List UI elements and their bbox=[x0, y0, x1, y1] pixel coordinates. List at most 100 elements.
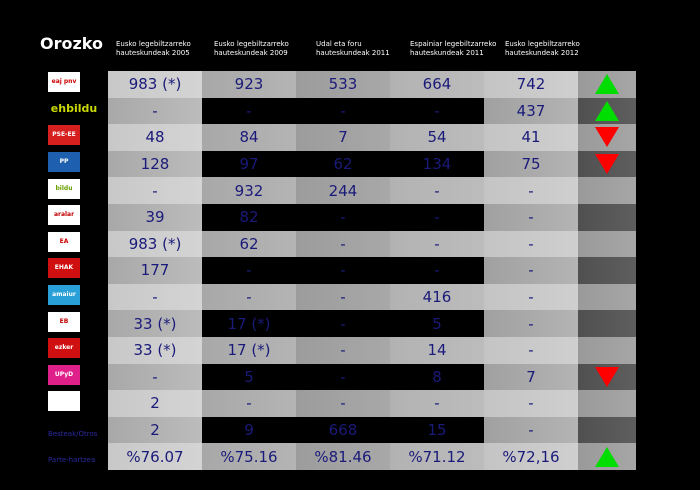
vote-cell: 17 (*) bbox=[202, 336, 296, 364]
trend-cell bbox=[578, 150, 636, 178]
trend-cell bbox=[578, 390, 636, 417]
page-title: Orozko bbox=[40, 34, 103, 53]
column-header-line: hauteskundeak 2011 bbox=[410, 49, 484, 57]
vote-cell: 128 bbox=[108, 150, 202, 178]
vote-cell: 437 bbox=[484, 97, 578, 125]
vote-cell: 84 bbox=[202, 124, 296, 151]
table-row: amaiur - - -416- bbox=[48, 283, 636, 311]
vote-cell: - bbox=[202, 283, 296, 311]
vote-cell: 932 bbox=[202, 177, 296, 204]
party-logo: ehbildu bbox=[48, 98, 100, 119]
vote-cell: 39 bbox=[108, 203, 202, 231]
column-header-line: Eusko legebiltzarreko bbox=[116, 40, 191, 48]
party-logo: PP bbox=[48, 152, 80, 173]
vote-cell: 177 bbox=[108, 257, 202, 284]
vote-cell: %81.46 bbox=[296, 443, 390, 470]
trend-cell bbox=[578, 443, 636, 470]
trend-cell bbox=[578, 363, 636, 391]
vote-cell: - bbox=[296, 97, 390, 125]
trend-cell bbox=[578, 257, 636, 284]
vote-cell: - bbox=[296, 257, 390, 284]
party-logo: aralar bbox=[48, 205, 80, 226]
vote-cell: 75 bbox=[484, 150, 578, 178]
vote-cell: 5 bbox=[202, 363, 296, 391]
party-logo-cell: amaiur bbox=[48, 284, 108, 311]
trend-cell bbox=[578, 177, 636, 204]
vote-cell: 983 (*) bbox=[108, 230, 202, 258]
party-logo-cell bbox=[48, 390, 108, 417]
party-logo-cell: bildu bbox=[48, 177, 108, 204]
party-logo-cell: EHAK bbox=[48, 257, 108, 284]
party-logo-cell: Besteak/Otros bbox=[48, 417, 108, 444]
column-header-line: hauteskundeak 2012 bbox=[505, 49, 579, 57]
vote-cell: - bbox=[390, 97, 484, 125]
party-logo-cell: Parte-hartzea bbox=[48, 443, 108, 470]
vote-cell: 33 (*) bbox=[108, 310, 202, 337]
vote-cell: 2 bbox=[108, 416, 202, 444]
table-row: aralar 39 82- - - bbox=[48, 203, 636, 231]
column-header-line: hauteskundeak 2009 bbox=[214, 49, 288, 57]
table-row: Parte-hartzea %76.07 %75.16 %81.46 %71.12 %72… bbox=[48, 443, 636, 470]
vote-cell: - bbox=[296, 283, 390, 311]
arrow-up-icon bbox=[595, 100, 619, 121]
vote-cell: - bbox=[108, 177, 202, 204]
trend-cell bbox=[578, 124, 636, 151]
party-logo: PSE-EE PSOE bbox=[48, 125, 80, 146]
vote-cell: - bbox=[484, 416, 578, 444]
trend-cell bbox=[578, 336, 636, 364]
party-logo-cell: PP bbox=[48, 151, 108, 178]
vote-cell: - bbox=[390, 230, 484, 258]
column-header-line: Eusko legebiltzarreko bbox=[214, 40, 289, 48]
column-header-line: hauteskundeak 2011 bbox=[316, 49, 390, 57]
vote-cell: - bbox=[484, 203, 578, 231]
vote-cell: - bbox=[390, 257, 484, 284]
table-row: ehbildu - - - -437 bbox=[48, 97, 636, 125]
vote-cell: 742 bbox=[484, 71, 578, 98]
vote-cell: - bbox=[296, 390, 390, 417]
table-row: Besteak/Otros 2 9 668 15- bbox=[48, 416, 636, 444]
vote-cell: 14 bbox=[390, 336, 484, 364]
trend-cell bbox=[578, 71, 636, 98]
row-label: Besteak/Otros bbox=[48, 429, 98, 438]
table-row: EB 33 (*) 17 (*) -5- bbox=[48, 310, 636, 337]
vote-cell: %72,16 bbox=[484, 443, 578, 470]
vote-cell: 2 bbox=[108, 390, 202, 417]
party-logo: ezker anitza bbox=[48, 338, 80, 359]
vote-cell: 7 bbox=[484, 363, 578, 391]
vote-cell: - bbox=[484, 310, 578, 337]
column-header-line: hauteskundeak 2005 bbox=[116, 49, 190, 57]
trend-cell bbox=[578, 283, 636, 311]
party-logo: EA bbox=[48, 231, 80, 252]
column-header-3: Udal eta foru hauteskundeak 2011 bbox=[316, 40, 390, 58]
party-logo bbox=[48, 391, 80, 412]
table-row: EHAK 177- - - - bbox=[48, 257, 636, 284]
results-table: eaj pnv 983 (*) 923 533 664 742 ehbildu - - - -437… bbox=[48, 71, 636, 470]
vote-cell: - bbox=[484, 257, 578, 284]
vote-cell: - bbox=[296, 230, 390, 258]
trend-cell bbox=[578, 416, 636, 444]
party-logo-cell: eaj pnv bbox=[48, 71, 108, 98]
vote-cell: - bbox=[202, 97, 296, 125]
vote-cell: 48 bbox=[108, 124, 202, 151]
table-row: PP 128 97 62 134 75 bbox=[48, 150, 636, 178]
vote-cell: - bbox=[390, 203, 484, 231]
row-label: Parte-hartzea bbox=[48, 456, 96, 465]
vote-cell: - bbox=[296, 363, 390, 391]
vote-cell: 8 bbox=[390, 363, 484, 391]
trend-cell bbox=[578, 97, 636, 125]
vote-cell: 664 bbox=[390, 71, 484, 98]
arrow-down-icon bbox=[595, 366, 619, 387]
vote-cell: 62 bbox=[202, 230, 296, 258]
vote-cell: - bbox=[484, 283, 578, 311]
vote-cell: 668 bbox=[296, 416, 390, 444]
trend-cell bbox=[578, 203, 636, 231]
vote-cell: 82 bbox=[202, 203, 296, 231]
vote-cell: 54 bbox=[390, 124, 484, 151]
vote-cell: 533 bbox=[296, 71, 390, 98]
vote-cell: %76.07 bbox=[108, 443, 202, 470]
party-logo: amaiur bbox=[48, 285, 80, 306]
vote-cell: - bbox=[484, 177, 578, 204]
arrow-up-icon bbox=[595, 74, 619, 95]
vote-cell: - bbox=[108, 363, 202, 391]
vote-cell: - bbox=[390, 390, 484, 417]
